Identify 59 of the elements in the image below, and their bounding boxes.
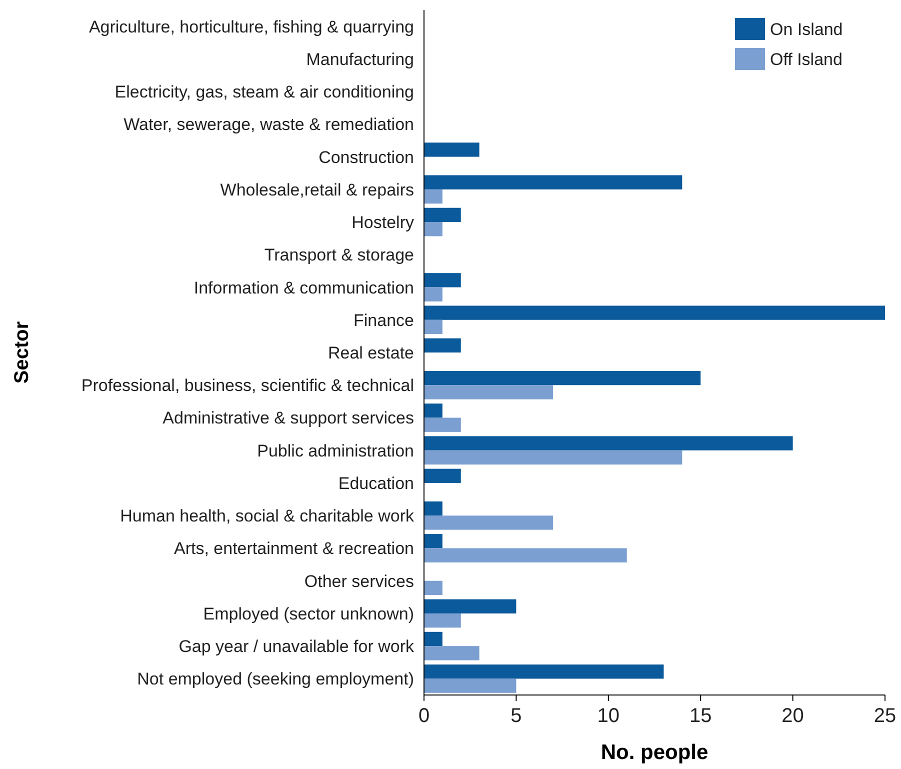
y-tick-label: Transport & storage bbox=[264, 246, 414, 265]
y-tick-label: Water, sewerage, waste & remediation bbox=[124, 115, 414, 134]
y-tick-label: Wholesale,retail & repairs bbox=[220, 180, 414, 200]
bar bbox=[424, 632, 442, 646]
bar bbox=[424, 678, 516, 693]
bar bbox=[424, 404, 442, 418]
y-tick-label: Agriculture, horticulture, fishing & quarrying bbox=[88, 17, 414, 36]
y-tick-label: Gap year / unavailable for work bbox=[178, 637, 414, 656]
y-tick-label: Human health, social & charitable work bbox=[120, 506, 414, 526]
y-tick-label: Professional, business, scientific & technical bbox=[81, 376, 414, 396]
bar bbox=[424, 273, 461, 288]
x-tick-label: 10 bbox=[597, 705, 620, 727]
bar bbox=[424, 287, 442, 302]
bar bbox=[424, 646, 480, 660]
y-tick-label: Employed (sector unknown) bbox=[203, 604, 414, 624]
x-tick-label: 20 bbox=[782, 705, 804, 727]
bar bbox=[424, 142, 480, 157]
bar bbox=[424, 613, 461, 628]
bar bbox=[424, 534, 442, 548]
bar bbox=[424, 548, 627, 562]
bar bbox=[424, 385, 554, 400]
bar bbox=[424, 664, 664, 679]
bar bbox=[424, 189, 442, 204]
y-tick-label: Public administration bbox=[257, 441, 414, 460]
bar bbox=[424, 516, 554, 530]
y-tick-label: Construction bbox=[318, 148, 414, 167]
x-axis-title: No. people bbox=[600, 741, 708, 764]
y-tick-label: Education bbox=[338, 474, 414, 493]
bar bbox=[424, 222, 442, 236]
legend-label: Off Island bbox=[770, 50, 842, 69]
bar bbox=[424, 468, 461, 483]
bar bbox=[424, 338, 461, 352]
bar bbox=[424, 306, 885, 320]
bar bbox=[424, 320, 442, 334]
y-axis-title: Sector bbox=[11, 321, 33, 384]
y-tick-label: Not employed (seeking employment) bbox=[137, 670, 414, 689]
bar bbox=[424, 450, 682, 465]
legend-label: On Island bbox=[770, 20, 843, 39]
bar bbox=[424, 418, 461, 432]
bar bbox=[424, 370, 701, 386]
y-tick-label: Manufacturing bbox=[306, 50, 414, 69]
y-tick-label: Other services bbox=[304, 572, 414, 591]
bar bbox=[424, 599, 516, 614]
y-tick-label: Arts, entertainment & recreation bbox=[174, 539, 414, 558]
y-tick-label: Electricity, gas, steam & air conditioning bbox=[114, 82, 414, 102]
bar bbox=[424, 208, 461, 222]
y-tick-label: Real estate bbox=[328, 344, 414, 362]
y-tick-label: Finance bbox=[354, 310, 414, 330]
x-tick-label: 5 bbox=[510, 705, 522, 727]
y-tick-label: Administrative & support services bbox=[162, 408, 414, 428]
x-tick-label: 25 bbox=[874, 705, 896, 727]
bar bbox=[424, 501, 442, 516]
y-tick-label: Hostelry bbox=[352, 213, 414, 232]
x-tick-label: 15 bbox=[689, 705, 712, 727]
bar bbox=[424, 436, 793, 450]
y-tick-label: Information & communication bbox=[194, 278, 414, 298]
bar bbox=[424, 175, 682, 190]
x-tick-label: 0 bbox=[418, 705, 430, 727]
bar bbox=[424, 580, 442, 596]
